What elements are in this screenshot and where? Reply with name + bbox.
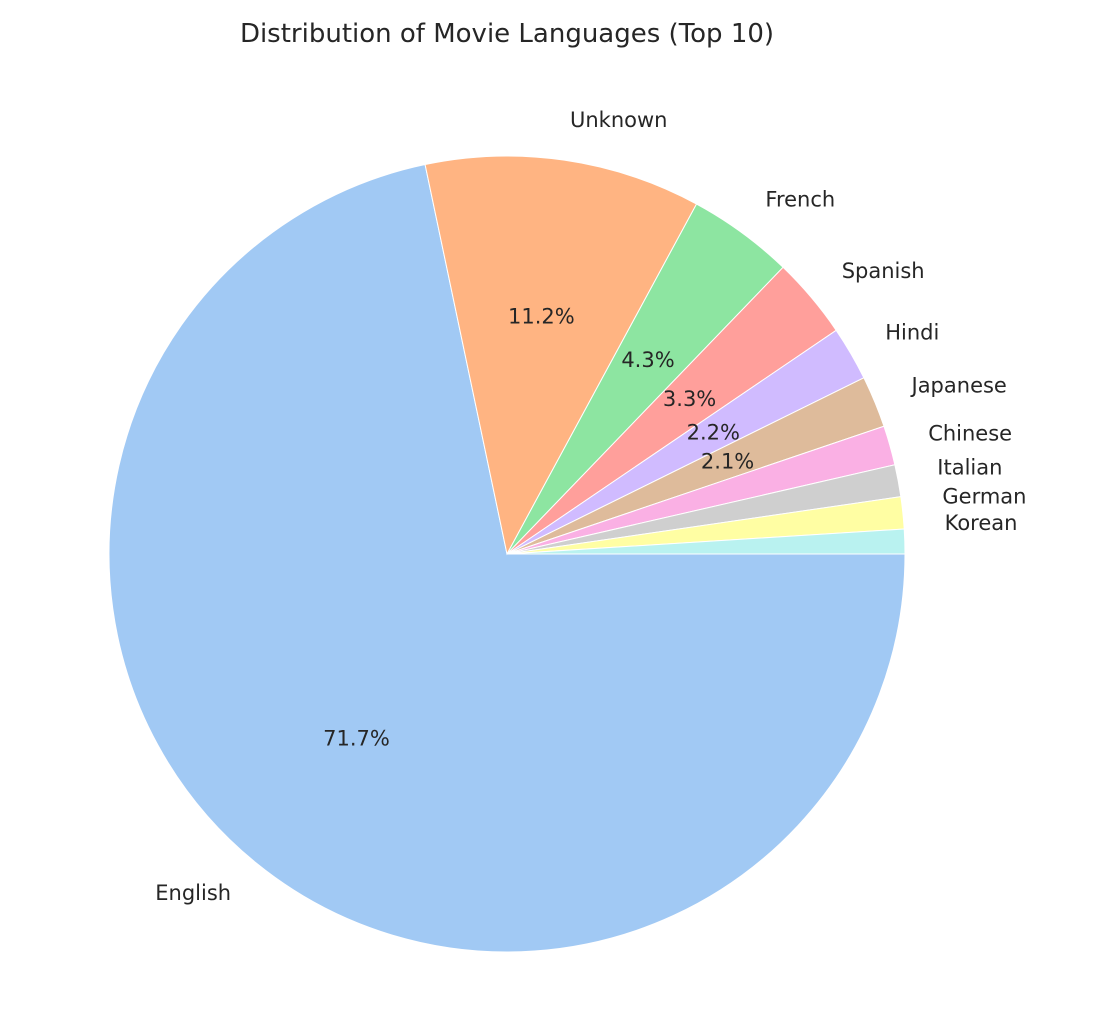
slice-label-german: German: [942, 485, 1026, 509]
pie-labels: English Unknown French Spanish Hindi Japanese…: [155, 108, 1026, 905]
pct-label-french: 4.3%: [621, 348, 674, 372]
slice-label-spanish: Spanish: [842, 259, 925, 283]
pie-slice-unknown: [424, 155, 698, 556]
slice-label-korean: Korean: [945, 511, 1018, 535]
slice-label-italian: Italian: [937, 455, 1002, 479]
slice-label-chinese: Chinese: [928, 422, 1012, 446]
pie-percentages: 71.7% 11.2% 4.3% 3.3% 2.2% 2.1%: [323, 305, 754, 751]
pct-label-japanese: 2.1%: [701, 450, 754, 474]
slice-label-unknown: Unknown: [570, 108, 667, 132]
chart-title: Distribution of Movie Languages (Top 10): [240, 19, 774, 49]
pie-slices: [108, 155, 906, 953]
pct-label-spanish: 3.3%: [663, 387, 716, 411]
slice-label-french: French: [765, 188, 835, 212]
pct-label-unknown: 11.2%: [508, 305, 575, 329]
slice-label-hindi: Hindi: [885, 321, 939, 345]
slice-label-english: English: [155, 881, 231, 905]
pct-label-hindi: 2.2%: [687, 421, 740, 445]
slice-label-japanese: Japanese: [910, 374, 1007, 398]
pie-slice-korean: [506, 528, 906, 555]
pie-slice-english: [108, 163, 906, 953]
pct-label-english: 71.7%: [323, 726, 390, 750]
